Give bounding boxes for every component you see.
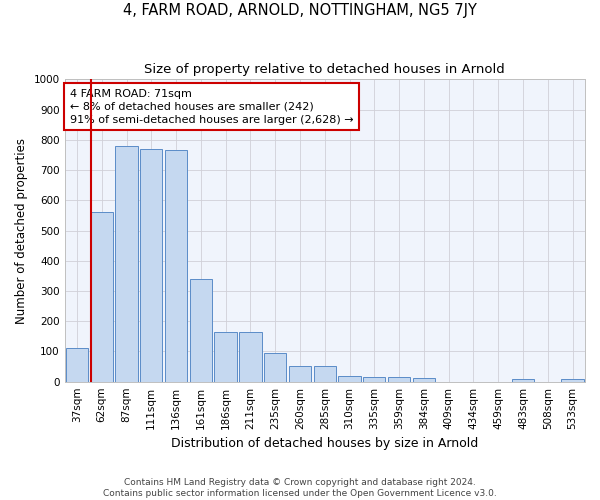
Bar [140, 149, 163, 382]
Text: 4, FARM ROAD, ARNOLD, NOTTINGHAM, NG5 7JY: 4, FARM ROAD, ARNOLD, NOTTINGHAM, NG5 7J… [123, 2, 477, 18]
Bar [562, 379, 584, 382]
Bar [388, 377, 410, 382]
Bar [165, 150, 187, 382]
Bar [289, 366, 311, 382]
Bar [314, 366, 336, 382]
Bar [512, 379, 534, 382]
Title: Size of property relative to detached houses in Arnold: Size of property relative to detached ho… [145, 62, 505, 76]
Bar [115, 146, 137, 382]
Bar [264, 353, 286, 382]
Y-axis label: Number of detached properties: Number of detached properties [15, 138, 28, 324]
Bar [363, 377, 385, 382]
Bar [91, 212, 113, 382]
Bar [338, 376, 361, 382]
Bar [214, 332, 237, 382]
Text: Contains HM Land Registry data © Crown copyright and database right 2024.
Contai: Contains HM Land Registry data © Crown c… [103, 478, 497, 498]
Bar [190, 279, 212, 382]
Bar [413, 378, 435, 382]
X-axis label: Distribution of detached houses by size in Arnold: Distribution of detached houses by size … [171, 437, 478, 450]
Bar [239, 332, 262, 382]
Bar [66, 348, 88, 382]
Text: 4 FARM ROAD: 71sqm
← 8% of detached houses are smaller (242)
91% of semi-detache: 4 FARM ROAD: 71sqm ← 8% of detached hous… [70, 88, 353, 125]
